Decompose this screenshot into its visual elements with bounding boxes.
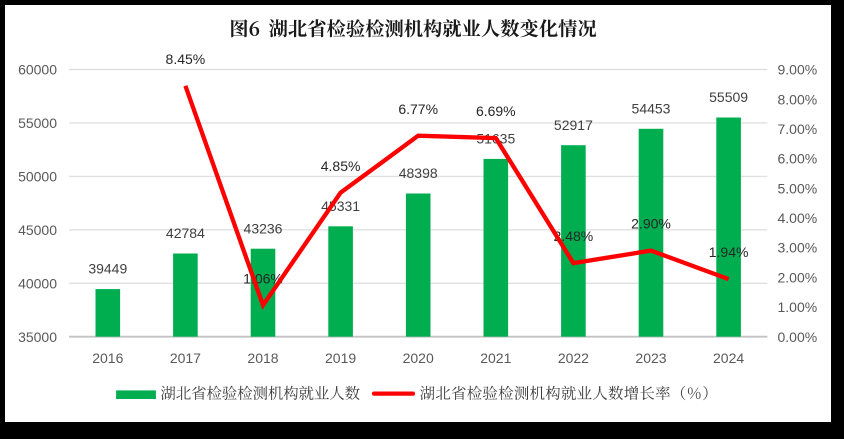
svg-text:2019: 2019 (325, 350, 356, 366)
svg-text:8.45%: 8.45% (166, 51, 206, 67)
svg-text:6.77%: 6.77% (398, 101, 438, 117)
svg-text:3.00%: 3.00% (778, 240, 818, 256)
svg-text:8.00%: 8.00% (778, 91, 818, 107)
svg-text:1.00%: 1.00% (778, 299, 818, 315)
svg-text:2020: 2020 (403, 350, 434, 366)
svg-text:6.69%: 6.69% (476, 103, 516, 119)
svg-text:60000: 60000 (18, 62, 57, 78)
svg-text:52917: 52917 (554, 117, 593, 133)
svg-text:2016: 2016 (92, 350, 123, 366)
svg-text:55509: 55509 (709, 89, 748, 105)
svg-text:5.00%: 5.00% (778, 180, 818, 196)
svg-text:2018: 2018 (247, 350, 278, 366)
svg-text:9.00%: 9.00% (778, 62, 818, 78)
svg-text:48398: 48398 (399, 165, 438, 181)
svg-text:4.85%: 4.85% (321, 158, 361, 174)
svg-text:2.48%: 2.48% (554, 228, 594, 244)
svg-text:4.00%: 4.00% (778, 210, 818, 226)
svg-text:6.00%: 6.00% (778, 151, 818, 167)
svg-text:45000: 45000 (18, 222, 57, 238)
svg-text:2.00%: 2.00% (778, 269, 818, 285)
svg-text:7.00%: 7.00% (778, 121, 818, 137)
svg-text:2.90%: 2.90% (631, 216, 671, 232)
svg-text:39449: 39449 (88, 261, 127, 277)
svg-text:1.94%: 1.94% (709, 244, 749, 260)
svg-text:43236: 43236 (244, 220, 283, 236)
svg-text:2017: 2017 (170, 350, 201, 366)
svg-text:50000: 50000 (18, 169, 57, 185)
svg-text:2023: 2023 (635, 350, 666, 366)
svg-text:2024: 2024 (713, 350, 744, 366)
svg-text:0.00%: 0.00% (778, 329, 818, 345)
svg-text:2022: 2022 (558, 350, 589, 366)
svg-text:35000: 35000 (18, 329, 57, 345)
svg-text:2021: 2021 (480, 350, 511, 366)
svg-text:40000: 40000 (18, 275, 57, 291)
svg-text:42784: 42784 (166, 225, 205, 241)
svg-text:54453: 54453 (632, 100, 671, 116)
svg-text:55000: 55000 (18, 115, 57, 131)
